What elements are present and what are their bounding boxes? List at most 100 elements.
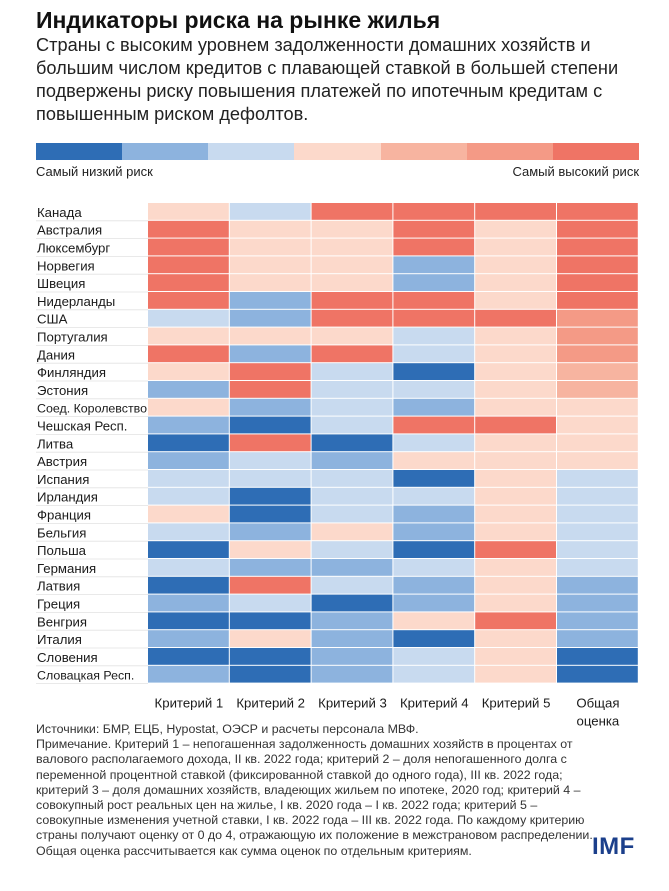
heatmap-cell — [393, 398, 475, 416]
heatmap-cell — [557, 220, 638, 238]
heatmap-cell — [311, 238, 393, 256]
row-label: Бельгия — [37, 525, 86, 540]
heatmap-cell — [475, 612, 556, 630]
heatmap-cell — [557, 363, 638, 380]
heatmap-cell — [148, 541, 229, 558]
heatmap-cell — [148, 487, 229, 505]
heatmap-cell — [229, 487, 311, 505]
heatmap-cell — [475, 559, 556, 576]
heatmap-cell — [311, 470, 393, 487]
heatmap-cell — [148, 203, 229, 220]
heatmap-cell — [393, 665, 475, 683]
row-label: Польша — [37, 543, 87, 558]
heatmap-cell — [229, 292, 311, 309]
heatmap-cell — [475, 523, 556, 541]
row-label: Канада — [37, 205, 82, 220]
heatmap-cell — [148, 594, 229, 612]
heatmap-cell — [475, 630, 556, 647]
heatmap-cell — [229, 452, 311, 469]
heatmap-cell — [475, 470, 556, 487]
row-label: Нидерланды — [37, 294, 115, 309]
heatmap-cell — [229, 523, 311, 541]
heatmap-cell — [393, 292, 475, 309]
heatmap-cell — [229, 381, 311, 398]
row-label: Латвия — [37, 579, 80, 594]
heatmap-cell — [393, 594, 475, 612]
heatmap-cell — [557, 292, 638, 309]
scale-swatch-4 — [380, 143, 467, 160]
row-label: Греция — [37, 597, 80, 612]
heatmap-cell — [393, 612, 475, 630]
heatmap-cell — [557, 398, 638, 416]
heatmap-cell — [475, 292, 556, 309]
heatmap-cell — [311, 363, 393, 380]
heatmap-cell — [557, 523, 638, 541]
heatmap-cell — [148, 559, 229, 576]
heatmap-cell — [148, 452, 229, 469]
column-label: Критерий 1 — [155, 696, 224, 711]
heatmap-cell — [475, 416, 556, 434]
heatmap-cell — [229, 274, 311, 291]
scale-swatch-6 — [552, 143, 639, 160]
heatmap-cell — [393, 309, 475, 327]
scale-swatch-1 — [122, 143, 209, 160]
heatmap-cell — [229, 220, 311, 238]
heatmap-cell — [229, 434, 311, 452]
heatmap-cell — [393, 523, 475, 541]
heatmap-cell — [148, 274, 229, 291]
heatmap-cell — [311, 398, 393, 416]
heatmap-cell — [393, 576, 475, 594]
heatmap-cell — [475, 594, 556, 612]
row-label: Франция — [37, 508, 91, 523]
heatmap-cell — [557, 203, 638, 220]
heatmap-cell — [475, 345, 556, 363]
heatmap-cell — [229, 327, 311, 345]
heatmap-cell — [557, 274, 638, 291]
heatmap-cell — [393, 203, 475, 220]
heatmap-cell — [393, 559, 475, 576]
heatmap-cell — [393, 470, 475, 487]
heatmap-cell — [148, 470, 229, 487]
heatmap-cell — [229, 665, 311, 683]
heatmap-cell — [148, 398, 229, 416]
heatmap-cell — [311, 612, 393, 630]
row-label: США — [37, 312, 68, 327]
heatmap-cell — [557, 256, 638, 274]
heatmap-cell — [393, 363, 475, 380]
row-label: Эстония — [37, 383, 88, 398]
heatmap-cell — [148, 238, 229, 256]
heatmap-cell — [311, 309, 393, 327]
row-label: Швеция — [37, 276, 85, 291]
row-label: Ирландия — [37, 490, 98, 505]
heatmap-cell — [557, 648, 638, 665]
heatmap-cell — [557, 452, 638, 469]
heatmap-cell — [393, 434, 475, 452]
column-label: Критерий 2 — [236, 696, 305, 711]
heatmap-cell — [475, 648, 556, 665]
heatmap-cell — [557, 630, 638, 647]
heatmap-cell — [148, 523, 229, 541]
heatmap-cell — [311, 292, 393, 309]
heatmap-cell — [393, 327, 475, 345]
row-label: Чешская Респ. — [37, 419, 127, 434]
heatmap-cell — [229, 238, 311, 256]
heatmap-cell — [475, 665, 556, 683]
heatmap-cell — [229, 612, 311, 630]
heatmap-cell — [475, 452, 556, 469]
heatmap-cell — [311, 452, 393, 469]
heatmap-cell — [311, 648, 393, 665]
heatmap-cell — [393, 452, 475, 469]
heatmap-cell — [229, 559, 311, 576]
heatmap-cell — [393, 541, 475, 558]
heatmap-cell — [557, 381, 638, 398]
row-label: Португалия — [37, 330, 108, 345]
heatmap-cell — [148, 292, 229, 309]
imf-logo: IMF — [592, 833, 635, 860]
row-label: Норвегия — [37, 258, 95, 273]
heatmap-cell — [148, 505, 229, 523]
row-label: Люксембург — [37, 241, 110, 256]
risk-scale-bar — [36, 143, 639, 160]
scale-swatch-0 — [36, 143, 123, 160]
row-label: Словения — [37, 650, 98, 665]
